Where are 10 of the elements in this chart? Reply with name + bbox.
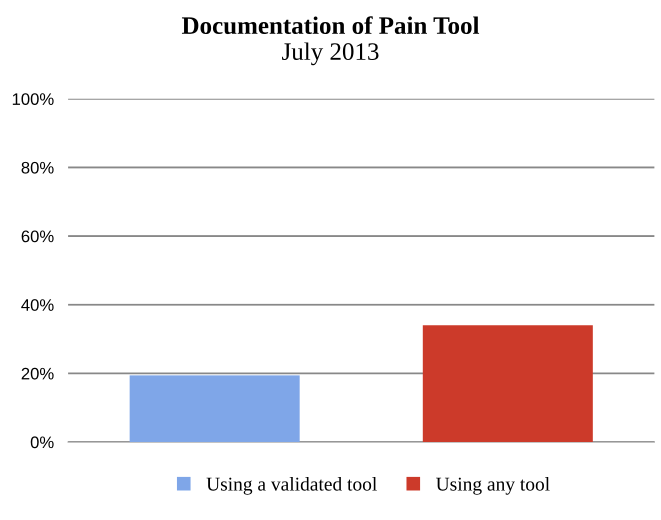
legend-label: Using any tool: [436, 477, 550, 495]
chart-subtitle: July 2013: [282, 42, 378, 66]
y-tick-label: 40%: [21, 299, 54, 311]
y-tick-label: 0%: [30, 436, 54, 448]
y-tick-label: 80%: [22, 162, 54, 174]
y-tick-label: 100%: [12, 93, 54, 106]
chart-title: Documentation of Pain Tool: [182, 16, 480, 34]
y-tick-label: 20%: [22, 368, 54, 380]
legend-label: Using a validated tool: [206, 477, 377, 495]
y-tick-label: 60%: [22, 230, 54, 242]
